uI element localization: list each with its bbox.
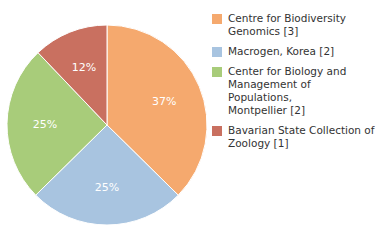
svg-text:25%: 25%: [95, 181, 119, 194]
html-text:Macrogen, Korea [2]: Macrogen, Korea [2]: [228, 45, 335, 57]
html-text:Zoology [1]: Zoology [1]: [228, 137, 289, 149]
html-text:Management of Populations,: Management of Populations,: [228, 78, 311, 103]
svg-text:12%: 12%: [72, 61, 96, 74]
html-text:Center for Biology and: Center for Biology and: [228, 65, 347, 77]
html-text:Genomics [3]: Genomics [3]: [228, 25, 299, 37]
svg-text:37%: 37%: [152, 95, 176, 108]
html-text:Montpellier [2]: Montpellier [2]: [228, 104, 306, 116]
html-text:Centre for Biodiversity: Centre for Biodiversity: [228, 12, 347, 24]
html-text:Bavarian State Collection of: Bavarian State Collection of: [228, 124, 375, 136]
svg-text:25%: 25%: [33, 118, 57, 131]
